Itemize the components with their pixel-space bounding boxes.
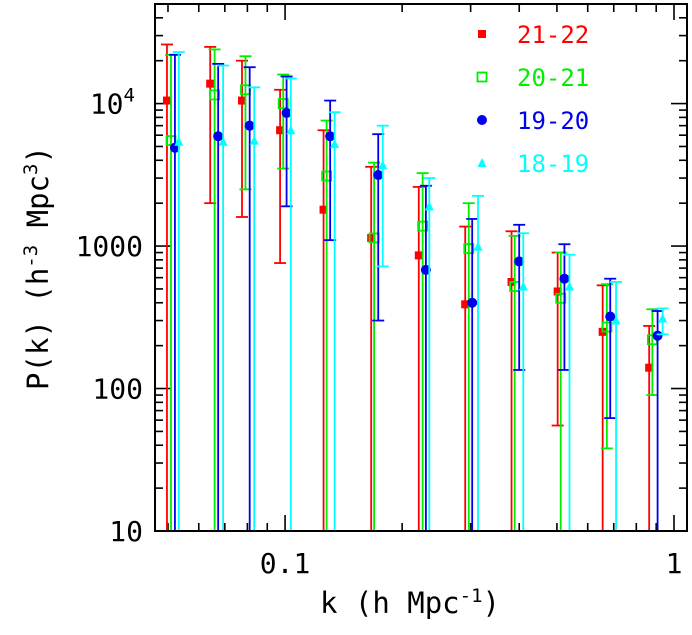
data-point — [325, 131, 336, 142]
legend-marker — [477, 158, 487, 167]
data-point — [417, 220, 429, 232]
data-point — [249, 135, 259, 145]
legend-marker — [476, 71, 488, 83]
x-tick-label: 0.1 — [260, 547, 311, 580]
data-point — [286, 125, 296, 135]
legend: 21-22 20-21 19-20 18-19 — [476, 21, 589, 178]
series-layer — [160, 43, 669, 531]
data-point — [658, 313, 668, 323]
data-point — [218, 136, 228, 146]
data-point — [276, 126, 285, 135]
data-point — [206, 79, 215, 88]
data-point — [378, 160, 388, 170]
data-point — [209, 89, 221, 101]
data-point — [605, 311, 616, 322]
x-tick-label: 1 — [666, 547, 683, 580]
legend-marker — [477, 115, 487, 125]
data-point — [564, 281, 574, 291]
data-point — [518, 281, 528, 291]
axis-ticks — [155, 3, 687, 532]
legend-label: 19-20 — [517, 107, 589, 135]
data-point — [238, 96, 247, 105]
data-point — [330, 139, 340, 149]
data-point — [420, 264, 431, 275]
data-point — [277, 98, 289, 109]
legend-marker — [478, 30, 486, 38]
data-point — [645, 363, 654, 372]
legend-label: 20-21 — [517, 64, 589, 92]
series-18-19 — [172, 51, 669, 531]
data-point — [244, 120, 255, 131]
data-point — [473, 241, 483, 251]
data-point — [601, 321, 613, 333]
series-19-20 — [168, 53, 664, 531]
legend-label: 21-22 — [517, 21, 589, 49]
data-point — [319, 205, 328, 214]
data-point — [213, 131, 224, 142]
data-point — [461, 300, 470, 309]
data-point — [281, 107, 292, 118]
y-tick-label: 104 — [90, 85, 135, 121]
plot-frame — [154, 3, 688, 532]
data-point — [424, 201, 434, 211]
y-tick-label: 1000 — [76, 230, 143, 263]
data-point — [321, 170, 333, 182]
data-point — [559, 273, 570, 284]
y-tick-label: 10 — [109, 515, 143, 548]
series-20-21 — [164, 48, 659, 531]
data-point — [373, 170, 384, 181]
data-point — [514, 256, 525, 267]
y-axis-title: P(k) (h-3 Mpc3) — [20, 146, 55, 390]
legend-label: 18-19 — [517, 150, 589, 178]
data-point — [367, 233, 376, 242]
data-point — [553, 287, 562, 296]
tick-labels: 0.1 1 10 100 1000 104 — [76, 85, 683, 580]
data-point — [467, 297, 478, 308]
y-tick-label: 100 — [92, 373, 143, 406]
data-point — [162, 96, 171, 105]
data-point — [174, 136, 184, 146]
data-point — [652, 330, 663, 341]
data-point — [611, 315, 621, 325]
x-axis-title: k (h Mpc-1) — [320, 585, 500, 620]
data-point — [414, 251, 423, 260]
data-point — [463, 243, 475, 254]
